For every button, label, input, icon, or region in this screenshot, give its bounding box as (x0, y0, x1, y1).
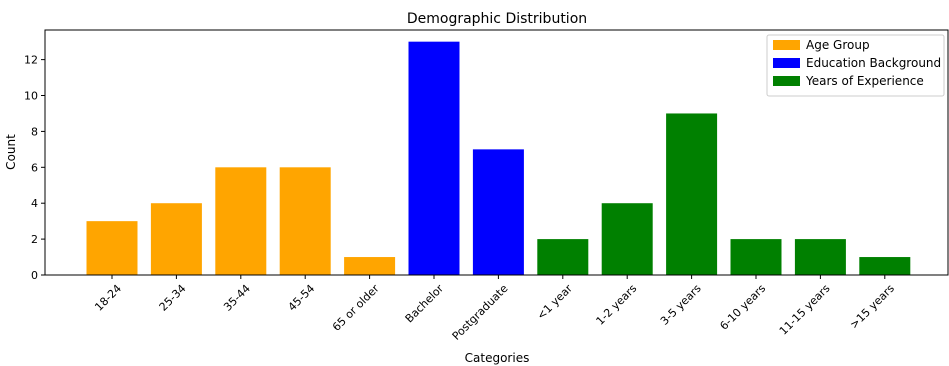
y-tick-label: 4 (31, 197, 38, 210)
x-tick-label: Postgraduate (450, 282, 511, 343)
plot-frame (44, 29, 949, 276)
x-tick-label: <1 year (534, 282, 575, 323)
bar-postgraduate (472, 149, 524, 275)
x-tick-label: 18-24 (92, 282, 124, 314)
x-tick-label: 11-15 years (777, 282, 833, 338)
y-tick-label: 2 (31, 233, 38, 246)
x-tick-label: 35-44 (221, 282, 253, 314)
legend-frame (766, 34, 945, 97)
bar-1-2-years (601, 203, 653, 275)
chart-title: Demographic Distribution (407, 11, 587, 27)
x-axis: 18-24 25-34 35-44 45-54 65 or older Bachelor P… (92, 275, 897, 343)
legend: Age Group Education Background Years of Ex… (766, 34, 945, 97)
bars-group (86, 41, 911, 276)
bar-bachelor (408, 41, 460, 275)
legend-swatch-education-background (773, 58, 800, 68)
y-axis: 0 2 4 6 8 10 12 (24, 54, 45, 282)
y-tick-label: 8 (31, 125, 38, 138)
x-tick-label: >15 years (847, 282, 897, 332)
y-tick-label: 6 (31, 161, 38, 174)
bar-18-24 (86, 221, 138, 275)
y-tick-label: 12 (24, 54, 38, 67)
x-tick-label: 45-54 (286, 282, 318, 314)
x-tick-label: 1-2 years (594, 282, 640, 328)
bar-6-10-years (730, 239, 782, 275)
bar-15-years (859, 257, 911, 275)
bar-1-year (537, 239, 589, 275)
bar-11-15-years (794, 239, 846, 275)
y-tick-label: 10 (24, 90, 38, 103)
legend-label-education-background: Education Background (806, 56, 941, 70)
y-tick-label: 0 (31, 269, 38, 282)
x-tick-label: 3-5 years (658, 282, 704, 328)
x-tick-label: 65 or older (330, 282, 382, 334)
bar-25-34 (150, 203, 202, 275)
x-tick-label: 25-34 (157, 282, 189, 314)
bar-45-54 (279, 167, 331, 275)
bar-65-or-older (344, 257, 396, 275)
legend-label-age-group: Age Group (806, 38, 870, 52)
legend-swatch-age-group (773, 40, 800, 50)
y-axis-label: Count (4, 134, 18, 170)
bar-35-44 (215, 167, 267, 275)
bar-3-5-years (666, 113, 718, 276)
legend-swatch-years-of-experience (773, 76, 800, 86)
x-tick-label: Bachelor (403, 282, 447, 326)
legend-label-years-of-experience: Years of Experience (805, 74, 924, 88)
x-tick-label: 6-10 years (717, 282, 768, 333)
x-axis-label: Categories (465, 351, 530, 365)
